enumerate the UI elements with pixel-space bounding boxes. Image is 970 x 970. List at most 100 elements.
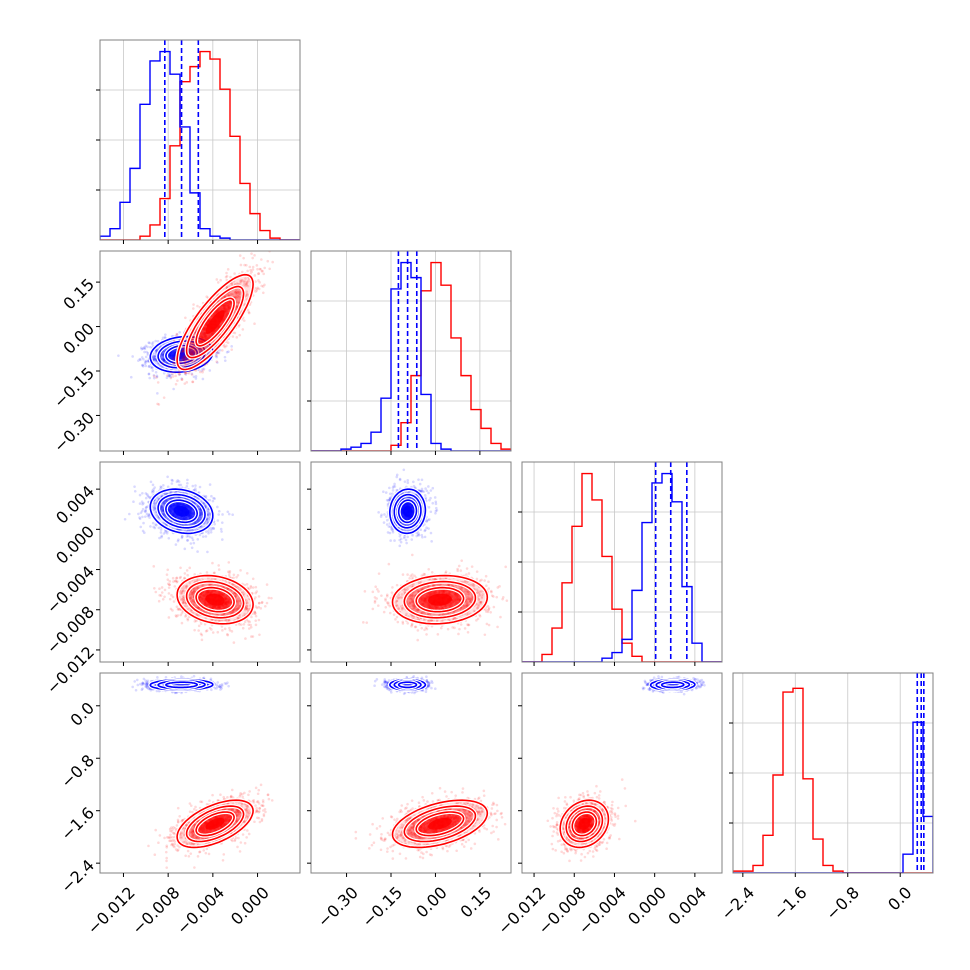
scatter-point	[151, 355, 155, 359]
scatter-point	[192, 589, 196, 593]
contour-line	[149, 488, 214, 535]
scatter-point	[198, 347, 202, 351]
scatter-point	[199, 349, 202, 353]
scatter-point	[219, 278, 222, 282]
scatter-point	[194, 489, 198, 492]
scatter-point	[237, 325, 241, 328]
scatter-point	[180, 621, 184, 625]
scatter-point	[144, 359, 148, 363]
scatter-point	[238, 604, 242, 608]
scatter-point	[152, 354, 156, 358]
scatter-point	[202, 501, 205, 505]
scatter-point	[261, 285, 265, 288]
scatter-point	[177, 483, 181, 487]
scatter-point	[143, 350, 146, 354]
scatter-point	[141, 347, 145, 351]
scatter-point	[175, 332, 179, 336]
scatter-point	[191, 350, 194, 353]
scatter-point	[253, 274, 257, 277]
scatter-point	[225, 271, 228, 275]
scatter-point	[159, 528, 163, 531]
scatter-point	[193, 620, 197, 623]
scatter-point	[160, 506, 164, 510]
scatter-point	[165, 376, 169, 380]
scatter-point	[148, 376, 151, 380]
scatter-point	[229, 275, 232, 279]
scatter-point	[237, 292, 241, 296]
scatter-point	[244, 282, 248, 286]
scatter-point	[172, 339, 176, 342]
scatter-point	[200, 512, 203, 516]
scatter-point	[187, 358, 190, 362]
scatter-point	[236, 600, 240, 603]
scatter-point	[205, 629, 209, 632]
scatter-point	[147, 495, 151, 499]
scatter-point	[227, 570, 230, 574]
scatter-point	[147, 364, 151, 368]
scatter-point	[186, 538, 190, 542]
scatter-point	[185, 569, 189, 572]
scatter-point	[245, 280, 249, 284]
scatter-point	[194, 348, 197, 352]
scatter-point	[203, 347, 206, 350]
scatter-point	[190, 592, 193, 595]
scatter-point	[215, 278, 219, 281]
scatter-point	[230, 630, 234, 633]
scatter-point	[146, 351, 150, 355]
scatter-point	[137, 359, 140, 362]
scatter-point	[152, 506, 156, 510]
scatter-point	[215, 360, 219, 363]
scatter-point	[216, 351, 219, 355]
scatter-point	[138, 502, 142, 505]
scatter-point	[188, 529, 192, 532]
scatter-point	[195, 350, 198, 354]
scatter-point	[260, 258, 263, 261]
scatter-point	[191, 352, 194, 356]
scatter-point	[161, 502, 165, 505]
scatter-point	[213, 522, 217, 526]
scatter-point	[247, 279, 250, 283]
scatter-point	[268, 267, 271, 271]
scatter-point	[234, 296, 237, 299]
scatter-point	[141, 507, 145, 511]
scatter-point	[236, 290, 240, 294]
scatter-point	[210, 494, 213, 498]
scatter-point	[190, 342, 193, 345]
scatter-point	[161, 361, 164, 365]
scatter-point	[189, 351, 193, 354]
scatter-point	[227, 294, 231, 297]
scatter-point	[191, 345, 194, 349]
scatter-point	[262, 291, 265, 295]
scatter-point	[202, 367, 206, 371]
scatter-point	[215, 353, 218, 357]
scatter-point	[149, 345, 152, 349]
scatter-point	[152, 505, 155, 508]
scatter-point	[258, 267, 262, 271]
scatter-point	[238, 296, 242, 299]
scatter-point	[183, 361, 187, 365]
scatter-point	[251, 256, 254, 260]
scatter-point	[157, 403, 161, 406]
scatter-point	[217, 351, 221, 355]
scatter-point	[236, 617, 239, 620]
scatter-point	[192, 346, 196, 350]
scatter-point	[174, 579, 178, 582]
scatter-point	[198, 514, 202, 518]
scatter-point	[205, 611, 209, 614]
scatter-point	[139, 358, 142, 362]
scatter-point	[235, 306, 238, 310]
scatter-point	[251, 577, 255, 581]
scatter-point	[192, 601, 195, 604]
scatter-point	[141, 364, 145, 368]
scatter-point	[247, 311, 251, 315]
scatter-point	[235, 290, 238, 293]
scatter-point	[197, 347, 201, 351]
scatter-point	[239, 280, 243, 284]
scatter-point	[194, 484, 197, 487]
panel-2-0	[96, 461, 301, 666]
scatter-point	[199, 517, 202, 521]
scatter-point	[227, 561, 231, 564]
scatter-point	[225, 350, 229, 354]
scatter-point	[185, 485, 189, 488]
scatter-point	[221, 538, 224, 541]
